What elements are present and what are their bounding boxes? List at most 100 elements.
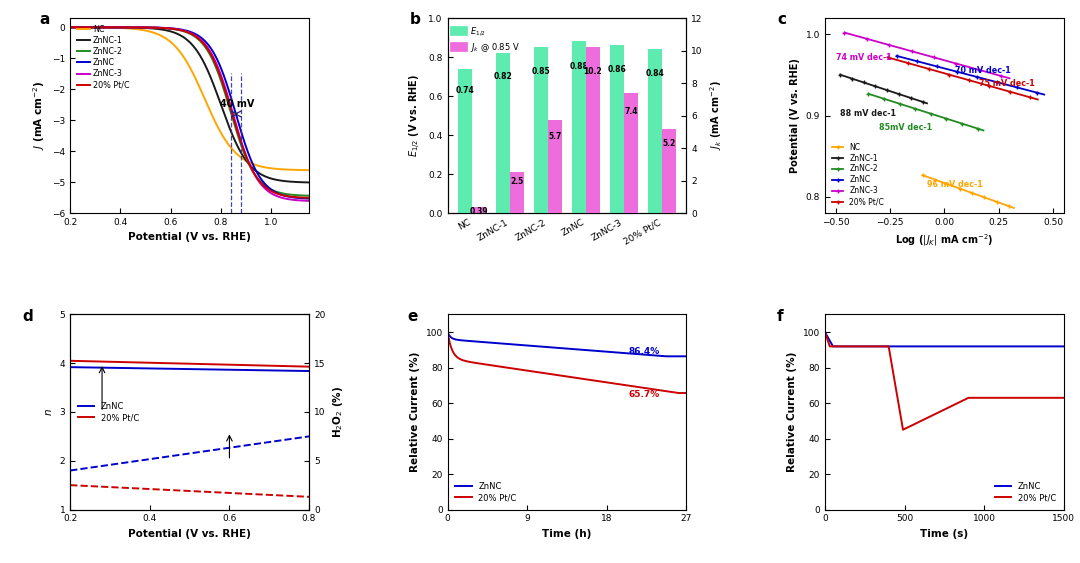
ZnNC [915,59,928,66]
Line: ZnNC: ZnNC [894,54,1047,97]
Bar [662,128,676,213]
ZnNC [673,353,686,360]
Line: 20% Pt/C: 20% Pt/C [447,332,687,393]
ZnNC-3 [172,26,185,33]
Text: 88 mV dec-1: 88 mV dec-1 [840,109,896,118]
ZnNC [106,24,119,31]
Text: 5.7: 5.7 [549,132,562,141]
Line: ZnNC-1: ZnNC-1 [70,28,309,182]
20% Pt/C [280,363,293,369]
ZnNC-2 [891,100,904,106]
Text: 0.88: 0.88 [570,62,589,71]
ZnNC-2 [934,113,947,120]
NC [302,167,315,173]
ZnNC [680,353,693,360]
20% Pt/C [680,390,693,396]
ZnNC-3 [891,44,904,51]
ZnNC-3 [838,29,851,36]
Text: 7.4: 7.4 [624,107,637,116]
Text: 0.84: 0.84 [646,69,664,78]
ZnNC [441,329,454,336]
Text: 5.2: 5.2 [662,138,675,148]
20% Pt/C [920,414,933,421]
ZnNC [65,364,78,370]
ZnNC-2 [224,105,237,112]
Text: 70 mV dec-1: 70 mV dec-1 [955,66,1011,75]
20% Pt/C [1027,395,1040,401]
ZnNC [1027,343,1040,350]
X-axis label: Time (s): Time (s) [920,529,969,539]
ZnNC [454,337,467,343]
20% Pt/C [224,102,237,109]
20% Pt/C [1057,395,1070,401]
ZnNC-1 [855,79,868,86]
ZnNC-2 [204,53,217,60]
ZnNC-3 [106,24,119,31]
20% Pt/C [106,24,119,31]
Line: ZnNC-2: ZnNC-2 [866,92,986,132]
Text: 75 mV dec-1: 75 mV dec-1 [980,79,1035,88]
ZnNC [1057,343,1070,350]
ZnNC-3 [942,58,955,65]
ZnNC [826,343,839,350]
ZnNC [660,353,673,360]
20% Pt/C [930,68,943,74]
Text: 86.4%: 86.4% [629,347,660,356]
20% Pt/C [302,363,315,370]
ZnNC [280,367,293,374]
Line: NC: NC [70,28,309,170]
20% Pt/C [557,373,570,379]
Bar [572,42,586,213]
Line: ZnNC: ZnNC [447,332,687,356]
ZnNC [302,195,315,202]
Line: 20% Pt/C: 20% Pt/C [825,332,1064,430]
Text: 65.7%: 65.7% [629,390,660,399]
ZnNC [846,343,859,350]
20% Pt/C [206,361,219,368]
ZnNC-1 [244,162,257,169]
ZnNC-3 [886,42,899,49]
ZnNC-2 [899,102,912,109]
Line: 20% Pt/C: 20% Pt/C [886,55,1040,101]
ZnNC [210,366,222,373]
20% Pt/C [1053,395,1066,401]
ZnNC [265,367,278,374]
Text: 10.2: 10.2 [583,67,603,76]
Text: b: b [409,12,420,27]
20% Pt/C [907,61,920,68]
ZnNC [205,366,218,373]
ZnNC-1 [859,79,872,86]
NC [1008,204,1021,211]
ZnNC-1 [888,90,901,96]
ZnNC [890,52,903,59]
Line: ZnNC-2: ZnNC-2 [70,27,309,196]
20% Pt/C [673,390,686,396]
ZnNC [819,329,832,336]
ZnNC-3 [880,41,893,48]
20% Pt/C [64,24,77,30]
20% Pt/C [265,363,278,369]
20% Pt/C [302,194,315,201]
ZnNC-3 [125,24,138,31]
ZnNC-1 [204,75,217,82]
ZnNC [1053,343,1066,350]
ZnNC-1 [862,81,875,87]
20% Pt/C [630,383,643,390]
Bar [586,47,599,213]
Line: 20% Pt/C: 20% Pt/C [70,27,309,198]
Text: 40 mV: 40 mV [220,99,255,109]
X-axis label: Log ($|J_K|$ mA cm$^{-2}$): Log ($|J_K|$ mA cm$^{-2}$) [895,233,994,248]
20% Pt/C [551,372,564,378]
NC [224,143,237,150]
ZnNC-2 [106,24,119,31]
20% Pt/C [910,419,923,426]
ZnNC [933,64,946,70]
ZnNC [1038,91,1051,98]
Legend: ZnNC, 20% Pt/C: ZnNC, 20% Pt/C [451,478,519,506]
NC [916,172,929,178]
20% Pt/C [975,81,988,87]
ZnNC-2 [895,101,908,108]
ZnNC [551,345,564,351]
Bar [535,47,548,213]
ZnNC [920,343,933,350]
